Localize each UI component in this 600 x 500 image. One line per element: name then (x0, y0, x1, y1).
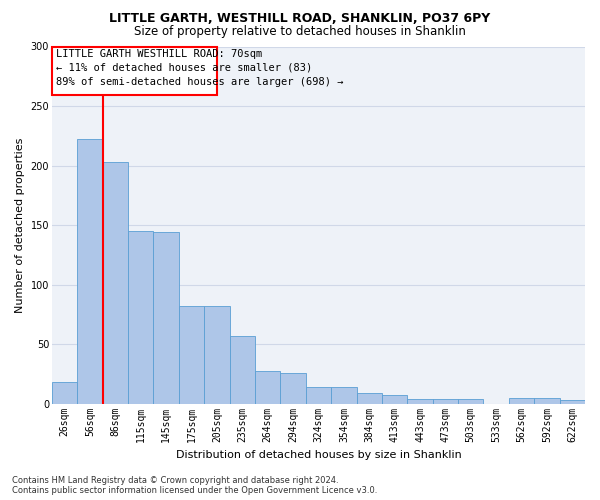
Bar (179, 306, 204, 404)
Bar (255, 372, 280, 404)
Bar (534, 398, 560, 404)
Bar (458, 399, 484, 404)
Text: Contains HM Land Registry data © Crown copyright and database right 2024.
Contai: Contains HM Land Registry data © Crown c… (12, 476, 377, 495)
Bar (52, 382, 77, 404)
Bar (382, 396, 407, 404)
Text: LITTLE GARTH WESTHILL ROAD: 70sqm
← 11% of detached houses are smaller (83)
89% : LITTLE GARTH WESTHILL ROAD: 70sqm ← 11% … (56, 49, 344, 87)
Y-axis label: Number of detached properties: Number of detached properties (15, 138, 25, 313)
Bar (77, 140, 103, 404)
Bar (52, 46, 217, 96)
Bar (356, 393, 382, 404)
Bar (154, 232, 179, 404)
Bar (306, 387, 331, 404)
Bar (128, 231, 154, 404)
Text: Size of property relative to detached houses in Shanklin: Size of property relative to detached ho… (134, 25, 466, 38)
Bar (230, 336, 255, 404)
Bar (407, 399, 433, 404)
Bar (433, 399, 458, 404)
Bar (560, 400, 585, 404)
Bar (204, 306, 230, 404)
Text: LITTLE GARTH, WESTHILL ROAD, SHANKLIN, PO37 6PY: LITTLE GARTH, WESTHILL ROAD, SHANKLIN, P… (109, 12, 491, 26)
Bar (331, 387, 356, 404)
Bar (509, 398, 534, 404)
Bar (280, 372, 306, 404)
X-axis label: Distribution of detached houses by size in Shanklin: Distribution of detached houses by size … (176, 450, 461, 460)
Bar (103, 162, 128, 404)
